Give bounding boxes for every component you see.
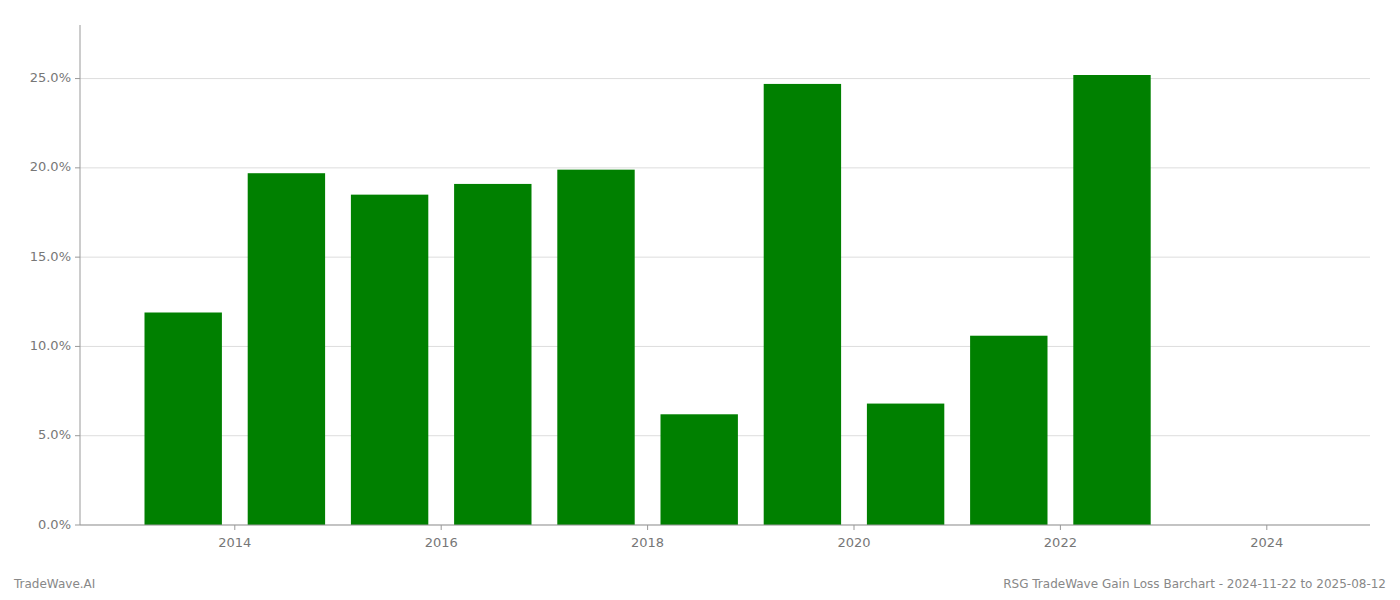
x-tick-label: 2014	[218, 535, 251, 550]
y-tick	[75, 346, 80, 347]
footer-text: TradeWave.AI	[13, 577, 95, 591]
footer-text: RSG TradeWave Gain Loss Barchart - 2024-…	[1003, 577, 1386, 591]
y-axis: 0.0% 5.0% 10.0% 15.0% 20.0% 25.0%	[30, 25, 80, 532]
grid-line	[80, 78, 1370, 79]
bar	[351, 195, 428, 525]
x-tick	[1266, 525, 1267, 530]
bar	[661, 414, 738, 525]
bar	[764, 84, 841, 525]
bar	[248, 173, 325, 525]
chart: 0.0% 5.0% 10.0% 15.0% 20.0% 25.0% 2014 2016 2018…	[0, 0, 1400, 600]
grid-line	[80, 525, 1370, 526]
x-axis: 2014 2016 2018 2020 2022 2024	[80, 525, 1370, 550]
y-tick-label: 15.0%	[30, 249, 71, 264]
bar	[454, 184, 531, 525]
grid-line	[80, 167, 1370, 168]
bars	[145, 75, 1151, 525]
x-tick-label: 2016	[425, 535, 458, 550]
x-tick-label: 2020	[837, 535, 870, 550]
y-tick-label: 0.0%	[38, 517, 71, 532]
x-axis-line	[80, 525, 1370, 526]
bar	[145, 313, 222, 526]
bar	[1073, 75, 1150, 525]
bar	[557, 170, 634, 525]
y-tick	[75, 525, 80, 526]
x-tick-label: 2018	[631, 535, 664, 550]
y-tick	[75, 435, 80, 436]
x-tick	[647, 525, 648, 530]
y-tick	[75, 257, 80, 258]
y-tick	[75, 167, 80, 168]
y-tick-label: 5.0%	[38, 427, 71, 442]
y-tick-label: 25.0%	[30, 70, 71, 85]
background	[0, 0, 1400, 600]
x-tick	[1060, 525, 1061, 530]
y-tick-label: 10.0%	[30, 338, 71, 353]
y-axis-line	[80, 25, 81, 525]
x-tick	[234, 525, 235, 530]
x-tick-label: 2022	[1044, 535, 1077, 550]
bar	[970, 336, 1047, 525]
y-tick-label: 20.0%	[30, 159, 71, 174]
x-tick-label: 2024	[1250, 535, 1283, 550]
x-tick	[854, 525, 855, 530]
grid	[80, 79, 1370, 525]
bar	[867, 404, 944, 525]
chart-container: 0.0% 5.0% 10.0% 15.0% 20.0% 25.0% 2014 2016 2018…	[0, 0, 1400, 600]
x-tick	[441, 525, 442, 530]
y-tick	[75, 78, 80, 79]
